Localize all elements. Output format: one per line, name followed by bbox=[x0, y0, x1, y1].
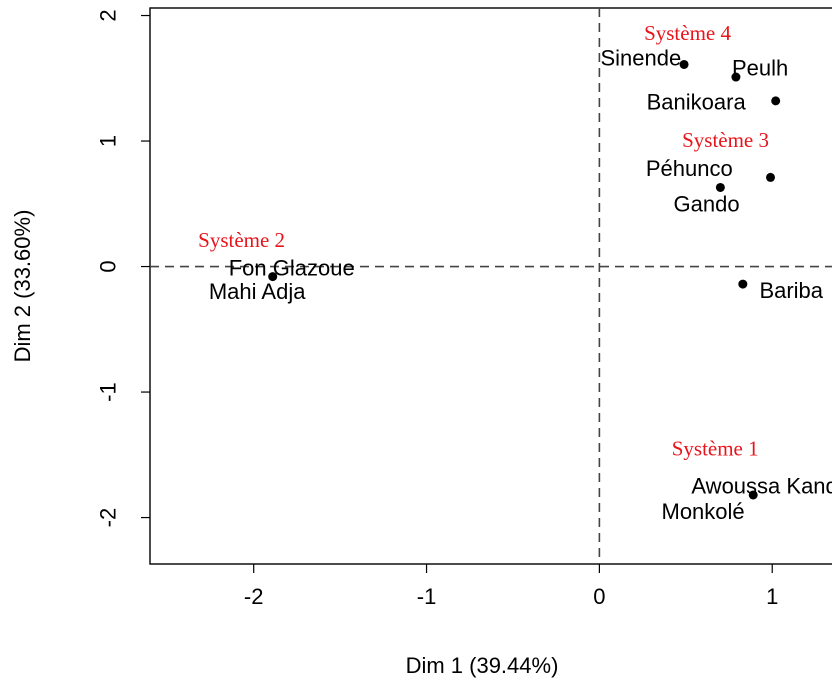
plot-frame bbox=[149, 7, 832, 565]
group-label: Système 3 bbox=[682, 128, 769, 152]
point-label: Gando bbox=[674, 191, 740, 216]
y-tick-label: 2 bbox=[96, 9, 121, 21]
data-point bbox=[268, 272, 278, 282]
y-axis: -2 -1 0 1 2 bbox=[96, 9, 150, 528]
y-axis-label: Dim 2 (33.60%) bbox=[10, 210, 35, 363]
data-point bbox=[748, 490, 758, 500]
y-tick-label: 0 bbox=[96, 260, 121, 272]
y-tick-label: -1 bbox=[96, 382, 121, 402]
data-point bbox=[731, 72, 741, 82]
x-axis-label: Dim 1 (39.44%) bbox=[406, 653, 559, 678]
data-point bbox=[679, 59, 689, 69]
data-points bbox=[268, 59, 781, 500]
point-labels: Sinende Peulh Banikoara Péhunco Gando Fon Gla… bbox=[209, 46, 832, 524]
point-label: Mahi Adja bbox=[209, 279, 306, 304]
point-label: Fon Glazoue bbox=[229, 255, 355, 280]
y-tick-label: 1 bbox=[96, 135, 121, 147]
point-label: Peulh bbox=[732, 56, 788, 81]
point-label: Banikoara bbox=[647, 90, 747, 115]
x-tick-label: 1 bbox=[766, 584, 778, 609]
group-label: Système 4 bbox=[644, 21, 731, 45]
x-tick-label: -1 bbox=[417, 584, 437, 609]
x-axis: -2 -1 0 1 bbox=[244, 564, 778, 609]
data-point bbox=[738, 279, 748, 289]
group-labels: Système 4 Système 3 Système 2 Système 1 bbox=[198, 21, 769, 460]
point-label: Péhunco bbox=[646, 156, 733, 181]
x-tick-label: 0 bbox=[593, 584, 605, 609]
point-label: Awoussa Kandi bbox=[691, 474, 832, 499]
point-label: Sinende bbox=[600, 46, 681, 71]
x-tick-label: -2 bbox=[244, 584, 264, 609]
y-tick-label: -2 bbox=[96, 508, 121, 528]
group-label: Système 2 bbox=[198, 228, 285, 252]
data-point bbox=[715, 182, 725, 192]
reference-lines bbox=[150, 8, 832, 564]
group-label: Système 1 bbox=[672, 437, 759, 461]
data-point bbox=[765, 172, 775, 182]
point-label: Bariba bbox=[759, 278, 823, 303]
data-point bbox=[771, 96, 781, 106]
point-label: Monkolé bbox=[662, 499, 745, 524]
